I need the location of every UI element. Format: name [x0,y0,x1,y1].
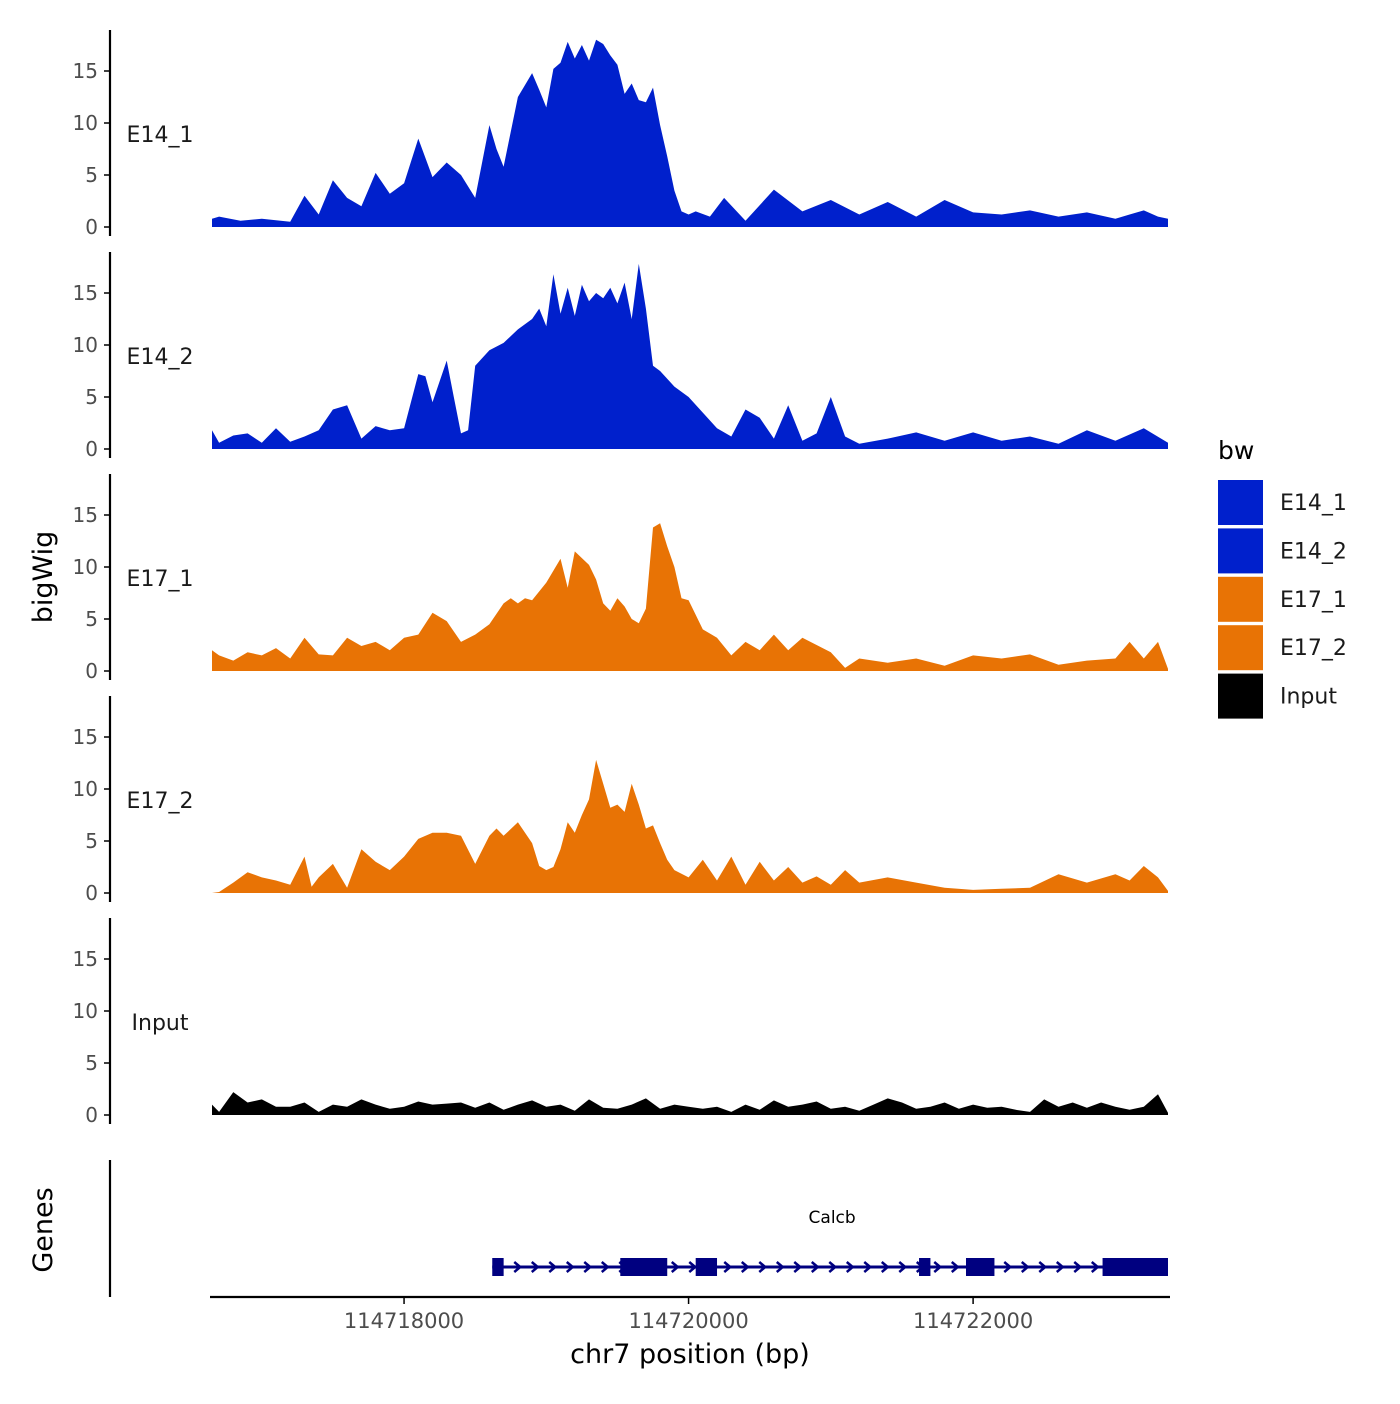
legend-title: bw [1218,436,1254,465]
track-e17-2: 0 5 10 15 E17_2 [73,696,1168,905]
legend-label: E14_2 [1280,539,1347,564]
y-tick-label: 5 [85,829,98,853]
legend-key-e14-2 [1218,528,1263,574]
legend-label: E17_2 [1280,636,1347,661]
x-tick-label: 114722000 [913,1309,1033,1333]
gene-label: Calcb [809,1208,856,1228]
strand-arrow [1038,1261,1048,1273]
track-label: E17_1 [127,567,194,592]
gene-exon [492,1258,504,1276]
strand-arrow [723,1261,733,1273]
track-label: E17_2 [127,789,194,814]
legend-key-input [1218,673,1263,719]
legend-label: Input [1280,685,1337,710]
gene-exon [1102,1258,1168,1276]
strand-arrow [898,1261,908,1273]
y-tick-label: 15 [73,947,98,971]
y-tick-label: 0 [85,1103,98,1127]
gene-exon [965,1258,995,1276]
x-tick-label: 114718000 [344,1309,464,1333]
strand-arrow [548,1261,558,1273]
y-tick-label: 10 [73,555,98,579]
strand-arrow [863,1261,873,1273]
strand-arrow [880,1261,890,1273]
legend-label: E14_1 [1280,491,1347,516]
track-e14-2: 0 5 10 15 E14_2 [73,252,1168,461]
strand-arrow [828,1261,838,1273]
strand-arrow [775,1261,785,1273]
strand-arrow [600,1261,610,1273]
strand-arrow [530,1261,540,1273]
strand-arrow [513,1261,523,1273]
gene-calcb: Calcb [492,1208,1168,1276]
strand-arrow [1090,1261,1100,1273]
strand-arrow [1055,1261,1065,1273]
track-label: Input [132,1011,189,1036]
y-tick-label: 15 [73,59,98,83]
strand-arrow [933,1261,943,1273]
gene-track: Calcb [108,1160,1168,1297]
y-axis-title: bigWig [28,531,59,624]
legend-key-e14-1 [1218,480,1263,525]
y-tick-label: 10 [73,333,98,357]
y-tick-label: 10 [73,777,98,801]
genes-axis-title: Genes [28,1187,59,1272]
strand-arrow [845,1261,855,1273]
y-tick-label: 0 [85,881,98,905]
strand-arrow [950,1261,960,1273]
track-label: E14_2 [127,345,194,370]
y-tick-label: 15 [73,503,98,527]
track-e17-1: 0 5 10 15 E17_1 [73,474,1168,683]
x-axis-title: chr7 position (bp) [570,1339,810,1370]
legend-key-e17-1 [1218,576,1263,622]
signal-area-e14-1 [212,39,1168,227]
legend: bw E14_1 E14_2 E17_1 E17_2 Input [1218,436,1347,719]
signal-area-e17-2 [212,759,1168,893]
gene-exon [695,1258,718,1276]
y-tick-label: 0 [85,215,98,239]
y-tick-label: 5 [85,163,98,187]
y-tick-label: 15 [73,725,98,749]
signal-area-input [212,1092,1168,1115]
y-tick-label: 15 [73,281,98,305]
strand-arrow [1020,1261,1030,1273]
y-tick-label: 5 [85,1051,98,1075]
x-tick-label: 114720000 [628,1309,748,1333]
legend-label: E17_1 [1280,588,1347,613]
strand-arrow [793,1261,803,1273]
strand-arrow [583,1261,593,1273]
gene-exon [620,1258,668,1276]
track-label: E14_1 [127,123,194,148]
strand-arrow [758,1261,768,1273]
y-tick-label: 10 [73,111,98,135]
strand-arrow [740,1261,750,1273]
track-e14-1: 0 5 10 15 E14_1 [73,30,1168,239]
y-tick-label: 10 [73,999,98,1023]
track-input: 0 5 10 15 Input [73,918,1168,1127]
y-tick-label: 0 [85,659,98,683]
strand-arrow [810,1261,820,1273]
x-axis: 114718000 114720000 114722000 [210,1295,1170,1333]
y-tick-label: 5 [85,385,98,409]
signal-area-e17-1 [212,523,1168,671]
strand-arrow [1073,1261,1083,1273]
strand-arrow [565,1261,575,1273]
strand-arrow [1003,1261,1013,1273]
strand-arrow [670,1261,680,1273]
y-tick-label: 5 [85,607,98,631]
signal-area-e14-2 [212,263,1168,449]
strand-arrow [688,1261,698,1273]
y-tick-label: 0 [85,437,98,461]
gene-exon [919,1258,931,1276]
legend-key-e17-2 [1218,625,1263,671]
signal-tracks: 0 5 10 15 E14_1 0 5 10 15 E14_2 0 5 10 15 E17_1 0 5 10 15 E… [73,30,1168,1127]
